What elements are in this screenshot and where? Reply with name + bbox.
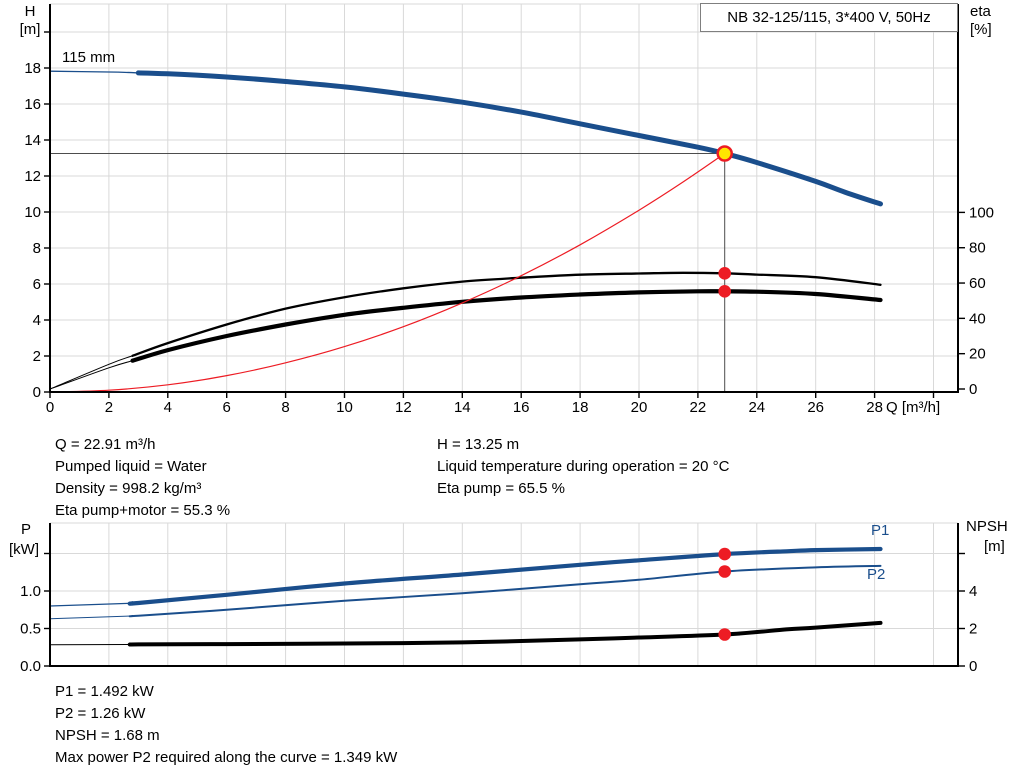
left-tick-label: 0: [33, 384, 41, 401]
result-line-temperature: Liquid temperature during operation = 20…: [437, 458, 730, 475]
curve-eta-pump-motor: [130, 289, 883, 363]
right-tick-label: 60: [969, 275, 986, 292]
duty-point-dot: [718, 628, 731, 641]
operating-results-right: H = 13.25 m Liquid temperature during op…: [437, 434, 729, 500]
left-tick-label: 6: [33, 276, 41, 293]
q-axis-label: Q [m³/h]: [886, 399, 941, 416]
left-tick-label: 1.0: [20, 583, 41, 600]
x-tick-label: 22: [690, 399, 707, 416]
x-tick-label: 28: [866, 399, 883, 416]
curve-head-curve-115mm: [135, 70, 883, 207]
curve-p2-power-thin: [49, 615, 133, 620]
right-tick-label: 0: [969, 381, 977, 398]
curve-eta-pump-motor-thin: [49, 360, 133, 390]
right-tick-label: 100: [969, 204, 994, 221]
curve-system-curve: [49, 153, 726, 393]
curve-p1-power: [127, 546, 883, 606]
x-tick-label: 26: [807, 399, 824, 416]
p1-curve-label: P1: [871, 522, 890, 539]
right-tick-label: 2: [969, 621, 977, 638]
left-tick-label: 4: [33, 312, 41, 329]
result-line-liquid: Pumped liquid = Water: [55, 458, 207, 475]
duty-point-dot: [718, 547, 731, 561]
x-tick-label: 16: [513, 399, 530, 416]
result-line-eta-pump: Eta pump = 65.5 %: [437, 480, 565, 497]
x-tick-label: 20: [631, 399, 648, 416]
npsh-axis-label: NPSH: [966, 518, 1008, 535]
pump-title-box: NB 32-125/115, 3*400 V, 50Hz: [700, 3, 958, 32]
curve-eta-pump: [131, 271, 882, 357]
h-axis-unit: [m]: [19, 21, 41, 38]
left-tick-label: 8: [33, 240, 41, 257]
result-line-p2: P2 = 1.26 kW: [55, 705, 146, 722]
x-tick-label: 10: [336, 399, 353, 416]
curve-npsh-curve: [127, 620, 883, 647]
result-line-p1: P1 = 1.492 kW: [55, 683, 154, 700]
right-tick-label: 4: [969, 583, 977, 600]
right-tick-label: 40: [969, 310, 986, 327]
right-tick-label: 80: [969, 240, 986, 257]
operating-results-left: Q = 22.91 m³/h Pumped liquid = Water Den…: [55, 434, 230, 522]
eta-axis-label: eta: [970, 3, 991, 20]
pump-title: NB 32-125/115, 3*400 V, 50Hz: [727, 9, 931, 26]
left-tick-label: 0.5: [20, 621, 41, 638]
left-tick-label: 0.0: [20, 658, 41, 675]
left-tick-label: 18: [24, 60, 41, 77]
power-results: P1 = 1.492 kW P2 = 1.26 kW NPSH = 1.68 m…: [55, 681, 397, 769]
curve-head-curve-115mm-thin: [49, 70, 139, 74]
x-tick-label: 6: [223, 399, 231, 416]
curve-eta-pump-thin: [49, 355, 133, 390]
left-tick-label: 10: [24, 204, 41, 221]
p-axis-label: P: [20, 521, 31, 538]
x-tick-label: 24: [748, 399, 765, 416]
curve-p2-power: [128, 564, 882, 618]
result-line-h: H = 13.25 m: [437, 436, 520, 453]
left-tick-label: 14: [24, 132, 41, 149]
eta-axis-unit: [%]: [970, 21, 992, 38]
x-tick-label: 0: [46, 399, 54, 416]
x-tick-label: 4: [164, 399, 172, 416]
result-line-npsh: NPSH = 1.68 m: [55, 727, 160, 744]
left-tick-label: 2: [33, 348, 41, 365]
duty-point-dot: [718, 565, 731, 578]
result-line-eta-pump-motor: Eta pump+motor = 55.3 %: [55, 502, 231, 519]
result-line-q: Q = 22.91 m³/h: [55, 436, 156, 453]
x-tick-label: 8: [281, 399, 289, 416]
duty-point-dot: [718, 285, 731, 298]
result-line-max-p2: Max power P2 required along the curve = …: [55, 749, 398, 766]
left-tick-label: 12: [24, 168, 41, 185]
impeller-diameter-label: 115 mm: [62, 49, 116, 66]
p-axis-unit: [kW]: [9, 541, 39, 558]
npsh-axis-unit: [m]: [984, 538, 1005, 555]
x-tick-label: 12: [395, 399, 412, 416]
h-axis-label: H: [24, 3, 36, 20]
p2-curve-label: P2: [867, 566, 886, 583]
curve-p1-power-thin: [49, 602, 133, 607]
x-tick-label: 14: [454, 399, 471, 416]
right-tick-label: 20: [969, 346, 986, 363]
duty-point-dot: [718, 267, 731, 280]
result-line-density: Density = 998.2 kg/m³: [55, 480, 202, 497]
right-tick-label: 0: [969, 658, 977, 675]
operating-point-marker: [716, 145, 733, 162]
x-tick-label: 18: [572, 399, 589, 416]
x-tick-label: 2: [105, 399, 113, 416]
left-tick-label: 16: [24, 96, 41, 113]
